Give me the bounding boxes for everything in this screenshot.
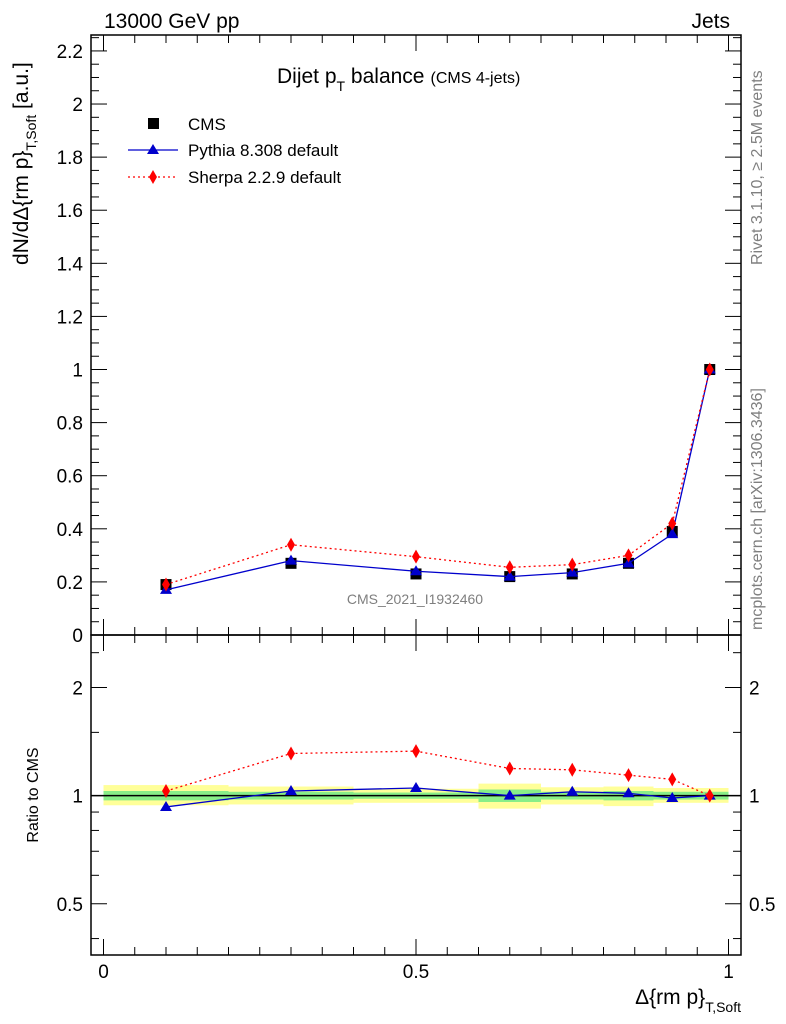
ratio-data-point — [622, 787, 635, 798]
legend-label-pythia: Pythia 8.308 default — [188, 141, 339, 160]
main-y-tick-label: 1.8 — [57, 148, 83, 169]
x-tick-label: 0 — [98, 962, 109, 983]
main-data-point — [287, 537, 295, 552]
ratio-y-tick-labels: 0.5 0.5 1 1 2 2 — [57, 678, 776, 915]
legend-label-cms: CMS — [188, 115, 226, 134]
ratio-y-tick-label-right: 0.5 — [749, 895, 775, 916]
main-panel: 0.2 0.4 0.6 0.8 1 1.2 1.4 1.6 1.8 2 2.2 0 Dijet pT … — [10, 34, 742, 647]
legend-marker-pythia — [147, 144, 159, 154]
main-y-tick-label: 1.6 — [57, 201, 83, 222]
header-right-label: Jets — [691, 10, 730, 33]
x-tick-label: 1 — [723, 962, 734, 983]
ratio-series-group — [160, 744, 716, 811]
main-y-tick-label: 2.2 — [57, 42, 83, 63]
chart-title: Dijet pT balance (CMS 4-jets) — [277, 65, 520, 94]
ratio-data-point — [505, 761, 514, 776]
main-data-point — [668, 516, 677, 531]
ratio-data-point — [705, 788, 714, 803]
main-data-point — [285, 554, 297, 565]
main-y-tick-label: 1.4 — [57, 254, 84, 275]
legend-marker-cms — [148, 118, 159, 129]
main-data-point — [410, 565, 422, 576]
ratio-data-point — [287, 746, 295, 761]
ratio-panel: 0.5 0.51 12 2 0 0.5 1 Ratio to CMS Δ{rm p}T,S… — [25, 634, 776, 1015]
main-series-line — [165, 369, 711, 591]
ratio-data-point — [624, 768, 633, 783]
ratio-y-tick-label: 2 — [72, 678, 83, 699]
ratio-data-point — [568, 762, 577, 777]
main-series-line — [165, 369, 711, 586]
ratio-series-line — [165, 787, 710, 808]
legend-marker-sherpa — [149, 170, 157, 184]
ratio-data-point — [285, 785, 297, 796]
main-y-axis-label: dN/dΔ{rm p}T,Soft [a.u.] — [10, 62, 39, 265]
ratio-data-point — [668, 772, 677, 787]
ratio-data-point — [160, 800, 172, 811]
main-y-tick-label: 2 — [72, 95, 83, 116]
main-data-point — [162, 577, 170, 592]
main-y-tick-label-zero: 0 — [72, 626, 83, 647]
ratio-y-tick-label-right: 1 — [749, 787, 760, 808]
x-tick-label: 0.5 — [403, 962, 429, 983]
main-data-point — [505, 560, 514, 575]
main-data-point — [503, 570, 516, 581]
main-data-point — [568, 557, 577, 572]
main-y-tick-label: 1.2 — [57, 307, 83, 328]
main-y-tick-labels: 0.2 0.4 0.6 0.8 1 1.2 1.4 1.6 1.8 2 2.2 0 — [57, 42, 84, 647]
ratio-data-point — [410, 782, 422, 793]
mcplots-label: mcplots.cern.ch [arXiv:1306.3436] — [749, 388, 766, 630]
main-data-point — [412, 549, 420, 564]
main-data-point — [666, 528, 679, 539]
analysis-watermark: CMS_2021_I1932460 — [347, 591, 483, 607]
rivet-label: Rivet 3.1.10, ≥ 2.5M events — [749, 70, 766, 265]
main-y-tick-label: 0.2 — [57, 573, 83, 594]
main-panel-ticks — [91, 35, 741, 635]
legend: CMS Pythia 8.308 default Sherpa 2.2.9 de… — [128, 115, 341, 187]
main-series-group — [160, 362, 716, 594]
ratio-panel-ticks — [91, 635, 741, 955]
ratio-data-point — [503, 789, 516, 800]
x-tick-labels: 0 0.5 1 — [98, 962, 734, 983]
main-y-tick-label: 1 — [72, 361, 83, 382]
x-axis-label: Δ{rm p}T,Soft — [635, 986, 741, 1015]
ratio-y-axis-label: Ratio to CMS — [25, 747, 42, 842]
main-y-tick-label: 0.8 — [57, 414, 83, 435]
ratio-data-point — [412, 744, 420, 759]
ratio-data-point — [162, 784, 170, 799]
header-left-label: 13000 GeV pp — [104, 10, 239, 33]
ratio-y-tick-label: 1 — [72, 787, 83, 808]
ratio-data-point — [666, 791, 679, 802]
ratio-panel-frame — [90, 634, 742, 956]
main-data-point — [624, 548, 633, 563]
ratio-data-point — [566, 785, 579, 796]
legend-label-sherpa: Sherpa 2.2.9 default — [188, 168, 341, 187]
main-y-tick-label: 0.4 — [57, 520, 84, 541]
ratio-series-line — [165, 750, 711, 797]
main-data-point — [705, 362, 714, 377]
ratio-y-tick-label-right: 2 — [749, 678, 760, 699]
ratio-y-tick-label: 0.5 — [57, 895, 83, 916]
main-y-tick-label: 0.6 — [57, 467, 83, 488]
